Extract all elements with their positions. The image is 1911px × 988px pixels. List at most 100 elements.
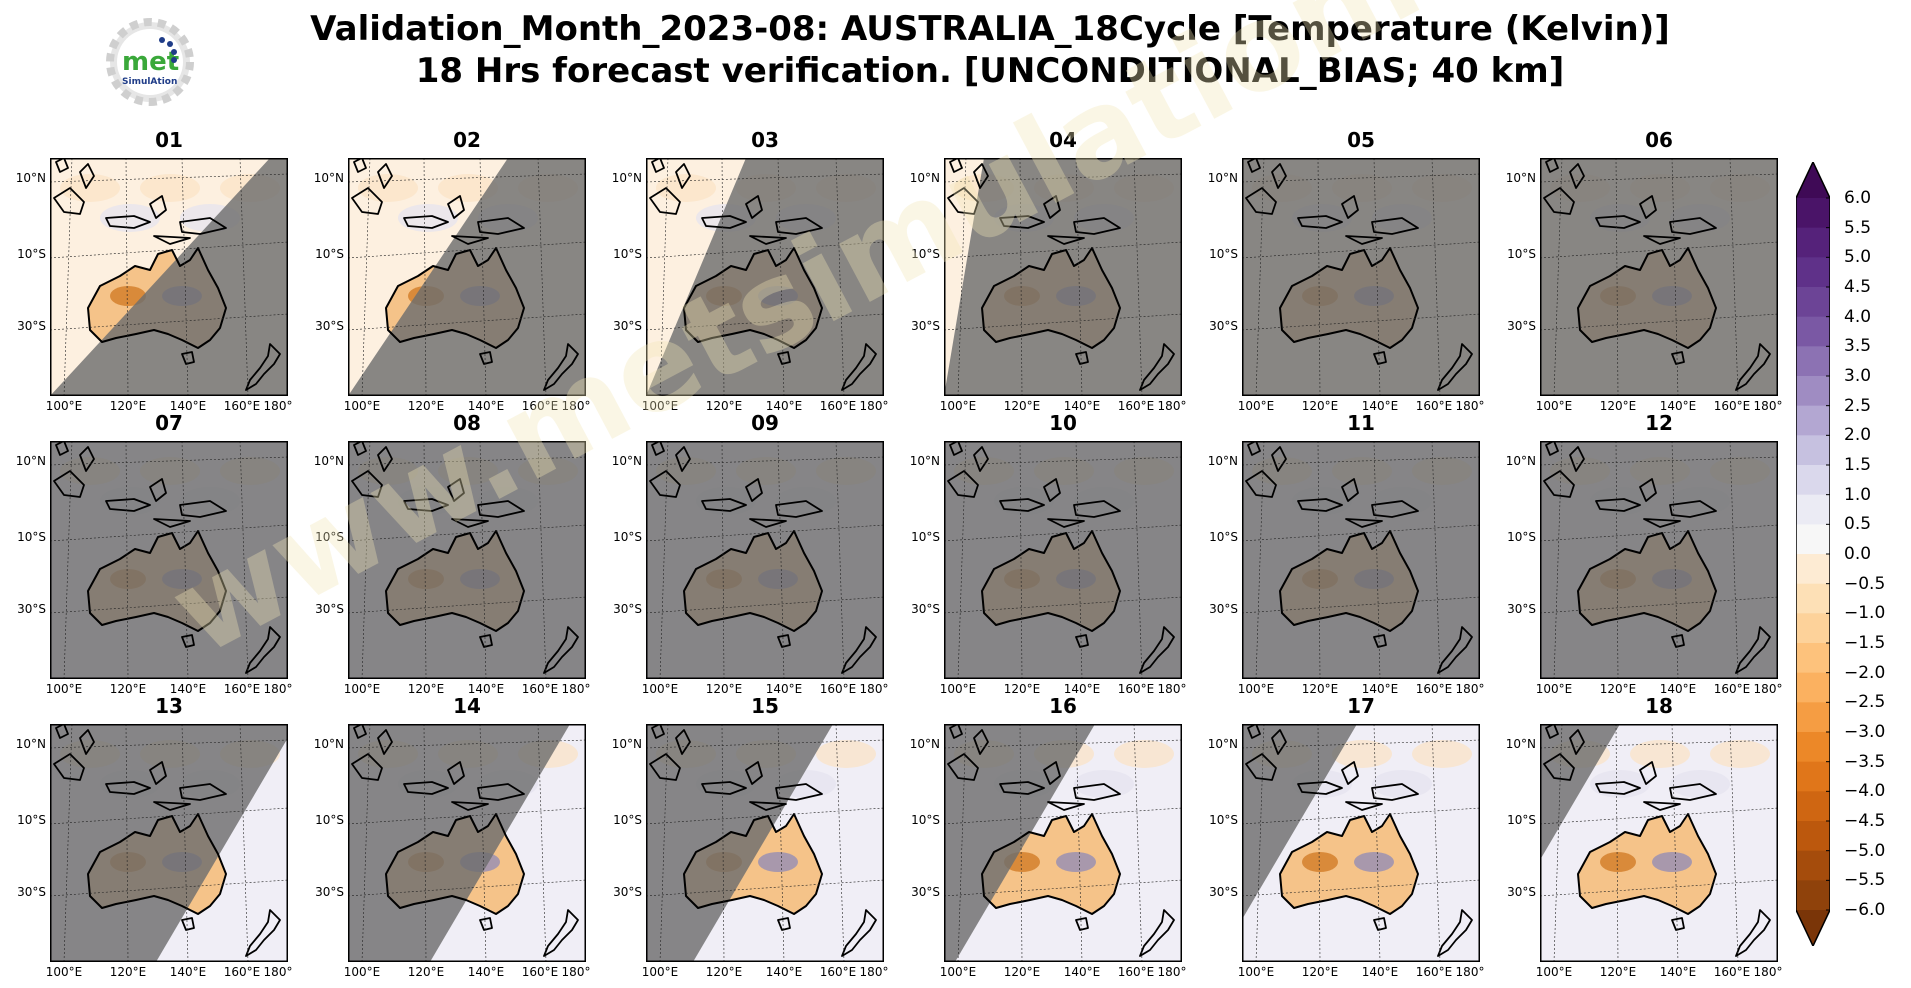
colorbar-tick-label: −2.0: [1844, 662, 1886, 683]
coastline: [477, 217, 525, 235]
coastline: [1043, 761, 1061, 785]
coastline: [1373, 634, 1387, 648]
coastline: [749, 518, 787, 528]
longitude-tick: 160°E: [819, 399, 857, 413]
latitude-tick: 30°S: [613, 319, 642, 333]
longitude-tick: 140°E: [467, 965, 505, 979]
coastline: [543, 909, 579, 957]
panel-title: 14: [453, 694, 481, 718]
map-panel: [944, 441, 1182, 679]
longitude-tick: 120°E: [1301, 399, 1339, 413]
coastline: [841, 909, 877, 957]
coastline: [777, 351, 791, 365]
colorbar-segment: [1796, 613, 1830, 644]
map-canvas: [944, 441, 1182, 679]
coastline: [1371, 217, 1419, 235]
colorbar-tick-label: 4.0: [1844, 306, 1872, 327]
colorbar-tick-label: 2.0: [1844, 425, 1872, 446]
no-data-mask: [50, 158, 288, 396]
coastline: [981, 813, 1121, 915]
longitude-tick: 100°E: [641, 965, 679, 979]
coastline: [1075, 351, 1089, 365]
coastline: [79, 163, 95, 189]
colorbar-tick-label: −4.0: [1844, 781, 1886, 802]
latitude-tick: 10°N: [1505, 454, 1536, 468]
no-data-mask: [1540, 158, 1778, 396]
latitude-tick: 10°N: [1207, 737, 1238, 751]
coastline: [153, 518, 191, 528]
coastline: [1437, 909, 1473, 957]
map-canvas: [646, 724, 884, 962]
coastline: [105, 498, 151, 512]
longitude-tick: 180°: [263, 965, 293, 979]
coastline: [1371, 783, 1419, 801]
longitude-tick: 140°E: [1659, 399, 1697, 413]
coastline: [477, 783, 525, 801]
longitude-tick: 140°E: [169, 965, 207, 979]
coastline: [479, 634, 493, 648]
coastline: [1139, 343, 1175, 391]
latitude-tick: 10°S: [17, 813, 46, 827]
latitude-tick: 30°S: [1507, 602, 1536, 616]
longitude-tick: 140°E: [1063, 965, 1101, 979]
colorbar-segment: [1796, 761, 1830, 792]
longitude-tick: 160°E: [223, 965, 261, 979]
coastline: [1075, 634, 1089, 648]
map-frame: [1242, 441, 1480, 679]
longitude-tick: 160°E: [1415, 965, 1453, 979]
map-panel: [646, 724, 884, 962]
coastline: [1671, 917, 1685, 931]
longitude-tick: 120°E: [407, 399, 445, 413]
latitude-tick: 30°S: [1209, 602, 1238, 616]
coastline: [649, 187, 681, 215]
coastline: [403, 498, 449, 512]
latitude-tick: 10°S: [1209, 247, 1238, 261]
coastline: [1595, 781, 1641, 795]
map-canvas: [348, 724, 586, 962]
map-frame: [50, 724, 288, 962]
title-line-2: 18 Hrs forecast verification. [UNCONDITI…: [415, 51, 1565, 91]
coastline: [53, 187, 85, 215]
coastline: [841, 626, 877, 674]
coastline: [1043, 195, 1061, 219]
latitude-tick: 30°S: [911, 319, 940, 333]
coastline: [447, 195, 465, 219]
latitude-tick: 30°S: [613, 885, 642, 899]
no-data-mask: [1540, 724, 1620, 962]
longitude-tick: 140°E: [1361, 399, 1399, 413]
longitude-tick: 100°E: [1535, 399, 1573, 413]
coastline: [1639, 478, 1657, 502]
figure-title: Validation_Month_2023-08: AUSTRALIA_18Cy…: [230, 8, 1750, 92]
coastline: [1735, 626, 1771, 674]
longitude-tick: 120°E: [1301, 682, 1339, 696]
latitude-tick: 30°S: [315, 602, 344, 616]
latitude-tick: 10°S: [1507, 530, 1536, 544]
coastline: [447, 478, 465, 502]
bias-contour: [438, 174, 498, 202]
map-frame: [348, 724, 586, 962]
longitude-tick: 160°E: [819, 965, 857, 979]
longitude-tick: 180°: [859, 399, 889, 413]
coastline: [403, 781, 449, 795]
coastline: [1735, 909, 1771, 957]
no-data-mask: [944, 158, 1182, 396]
latitude-tick: 10°S: [911, 247, 940, 261]
colorbar-segment: [1796, 465, 1830, 496]
metsimulation-logo: met SimulAtion: [106, 18, 194, 106]
longitude-tick: 120°E: [1003, 965, 1041, 979]
panel-title: 06: [1645, 128, 1673, 152]
coastline: [1297, 781, 1343, 795]
coastline: [1669, 500, 1717, 518]
coastline: [79, 446, 95, 472]
map-canvas: [944, 158, 1182, 396]
longitude-tick: 160°E: [1713, 399, 1751, 413]
latitude-tick: 10°N: [1505, 171, 1536, 185]
colorbar-segment: [1796, 554, 1830, 585]
australia-land: [1578, 814, 1716, 914]
colorbar-tick-label: 1.0: [1844, 484, 1872, 505]
latitude-tick: 10°N: [611, 454, 642, 468]
longitude-tick: 140°E: [765, 965, 803, 979]
colorbar-extend-max: [1796, 162, 1830, 198]
latitude-tick: 10°N: [909, 454, 940, 468]
coastline: [1371, 500, 1419, 518]
